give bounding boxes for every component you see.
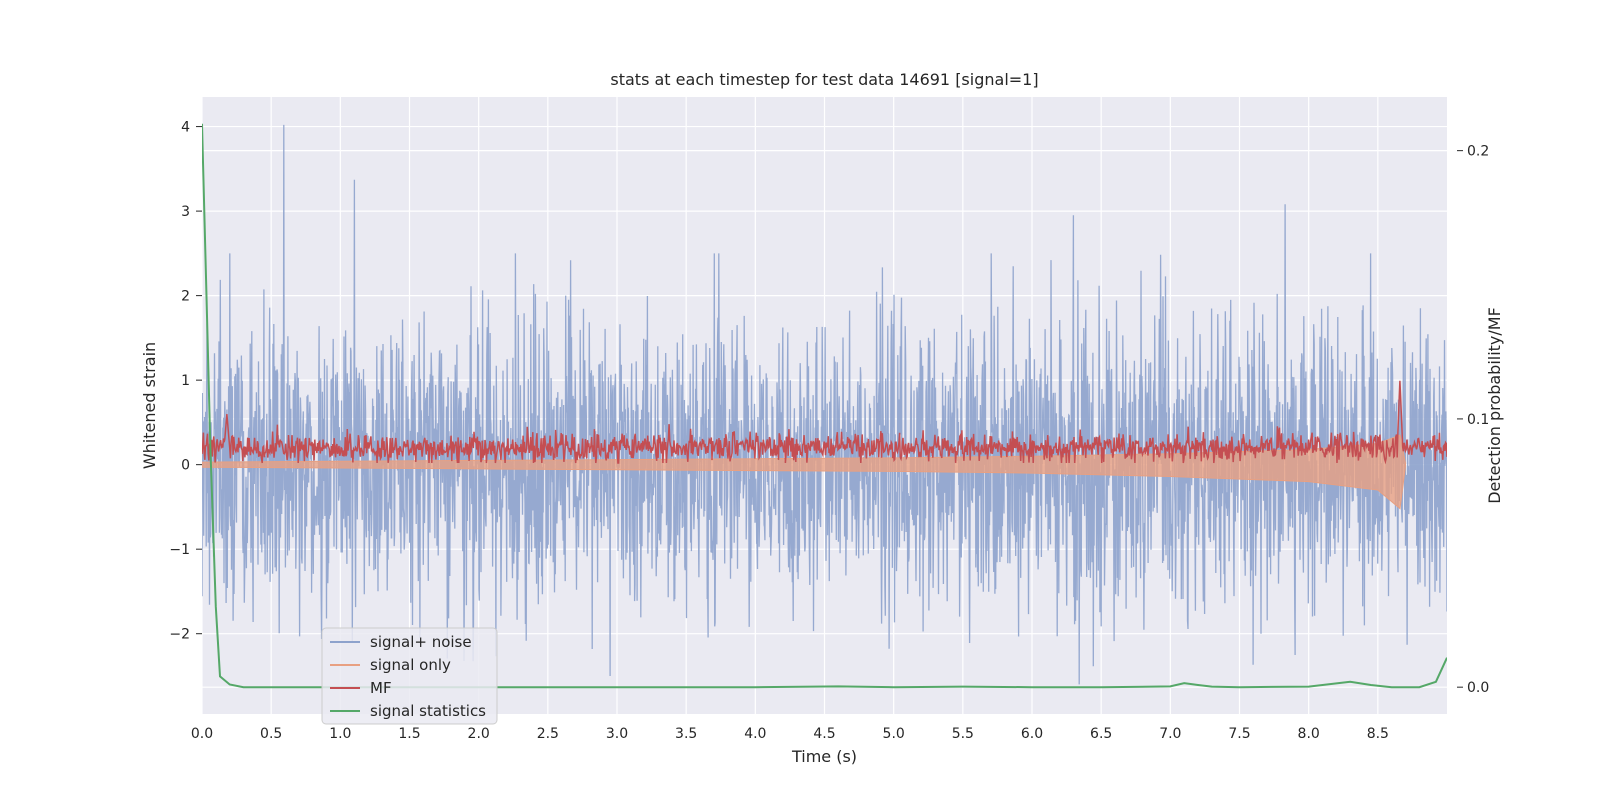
x-tick-label: 6.5	[1090, 726, 1112, 742]
y-tick-label: −1	[169, 542, 190, 558]
series-signal-noise	[202, 124, 1447, 685]
x-tick-label: 7.5	[1228, 726, 1250, 742]
legend-label: signal+ noise	[370, 633, 472, 651]
x-tick-label: 0.5	[260, 726, 282, 742]
y2-tick-label: 0.0	[1467, 680, 1489, 696]
x-tick-label: 3.5	[675, 726, 697, 742]
x-tick-label: 2.0	[468, 726, 490, 742]
series-mf	[202, 380, 1447, 465]
y2-axis-label: Detection probability/MF	[1485, 307, 1504, 504]
x-tick-label: 6.0	[1021, 726, 1043, 742]
series-layer	[202, 123, 1447, 689]
y-tick-label: 2	[181, 289, 190, 305]
series-signal-statistics	[202, 123, 1447, 689]
y-tick-label: −2	[169, 627, 190, 643]
legend-label: MF	[370, 679, 392, 697]
x-tick-label: 1.5	[398, 726, 420, 742]
legend-box	[321, 627, 498, 725]
x-tick-label: 4.0	[744, 726, 766, 742]
y-tick-label: 3	[181, 204, 190, 220]
y-tick-label: 0	[181, 458, 190, 474]
y-tick-label: 1	[181, 373, 190, 389]
x-tick-label: 1.0	[329, 726, 351, 742]
x-tick-label: 8.0	[1298, 726, 1320, 742]
axes: 0.0 0.5 1.0 1.5 2.0 2.5 3.0 3.5 4.0 4.5 5.0 5.5 6.0 6…	[169, 120, 1489, 742]
y2-tick-label: 0.2	[1467, 144, 1489, 160]
x-tick-label: 3.0	[606, 726, 628, 742]
y2-tick-label: 0.1	[1467, 412, 1489, 428]
x-tick-label: 8.5	[1367, 726, 1389, 742]
x-tick-label: 5.5	[952, 726, 974, 742]
chart-title: stats at each timestep for test data 146…	[610, 70, 1038, 89]
x-axis-label: Time (s)	[791, 747, 857, 766]
series-signal-only	[202, 434, 1406, 510]
x-tick-label: 7.0	[1159, 726, 1181, 742]
y-axis-label: Whitened strain	[140, 342, 159, 469]
legend-label: signal statistics	[370, 702, 486, 720]
x-tick-label: 0.0	[191, 726, 213, 742]
legend-label: signal only	[370, 656, 451, 674]
x-tick-label: 4.5	[813, 726, 835, 742]
y-tick-label: 4	[181, 120, 190, 136]
legend: signal+ noise signal only MF signal statist…	[321, 627, 498, 725]
x-tick-label: 5.0	[883, 726, 905, 742]
x-tick-label: 2.5	[537, 726, 559, 742]
